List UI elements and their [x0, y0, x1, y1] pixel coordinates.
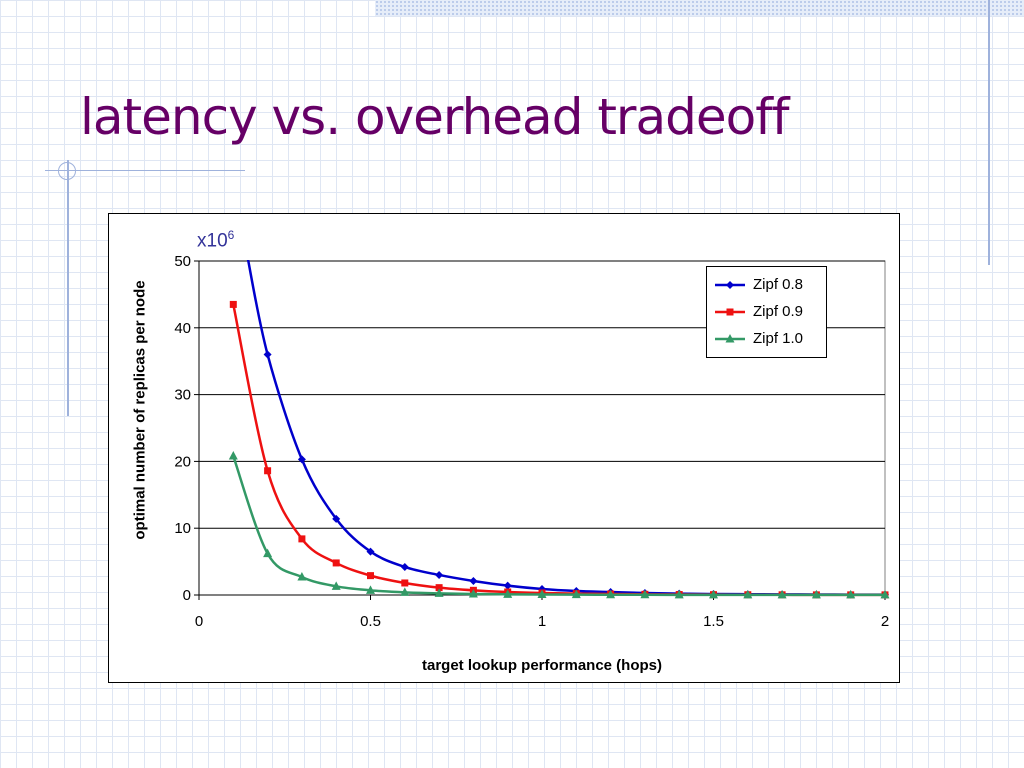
- data-point-zipf-1-0-10: [571, 589, 581, 599]
- x-tick-label-4: 2: [881, 613, 889, 630]
- legend-label-zipf-1-0: Zipf 1.0: [753, 330, 804, 347]
- x-tick-label-3: 1.5: [703, 613, 724, 630]
- decorative-right-line: [988, 0, 990, 265]
- x-tick-label-1: 0.5: [360, 613, 381, 630]
- y-tick-label-5: 50: [174, 253, 191, 270]
- data-point-zipf-1-0-2: [297, 571, 307, 581]
- legend-marker-2: [725, 334, 735, 343]
- x-tick-label-0: 0: [195, 613, 203, 630]
- data-point-zipf-1-0-19: [880, 589, 890, 599]
- legend-swatch-zipf-0-8: [715, 281, 745, 289]
- legend-item-zipf-0-9: Zipf 0.9: [713, 300, 825, 324]
- slide-title: latency vs. overhead tradeoff: [80, 88, 789, 146]
- legend-marker-1: [726, 308, 734, 316]
- data-point-zipf-1-0-3: [331, 581, 341, 590]
- data-point-zipf-1-0-9: [537, 589, 547, 599]
- data-point-zipf-1-0-4: [366, 585, 375, 594]
- data-point-zipf-0-8-3: [332, 514, 341, 523]
- data-point-zipf-1-0-1: [263, 548, 273, 558]
- series-group: [228, 260, 890, 599]
- y-tick-label-3: 30: [174, 387, 191, 404]
- data-point-zipf-0-8-4: [366, 547, 375, 556]
- y-multiplier-exponent: 6: [227, 228, 235, 242]
- data-point-zipf-1-0-18: [846, 589, 856, 599]
- data-point-zipf-1-0-15: [743, 589, 753, 599]
- chart-legend: Zipf 0.8 Zipf 0.9 Zipf 1.0: [706, 266, 827, 358]
- y-tick-label-2: 20: [174, 453, 191, 470]
- data-point-zipf-1-0-11: [606, 589, 616, 599]
- data-point-zipf-0-8-1: [263, 350, 272, 359]
- data-point-zipf-0-9-1: [264, 467, 272, 475]
- x-tick-label-2: 1: [538, 613, 546, 630]
- chart-frame: 0 10 20 30 40 50 0 0.5 1 1.5 2 x106 optimal number…: [108, 213, 900, 683]
- data-point-zipf-0-9-4: [367, 572, 374, 580]
- data-point-zipf-1-0-14: [709, 589, 718, 599]
- y-tick-label-4: 40: [174, 320, 191, 337]
- decorative-left-line: [67, 160, 69, 416]
- decorative-ring: [58, 162, 76, 180]
- decorative-title-underline: [45, 170, 245, 171]
- data-point-zipf-1-0-16: [777, 589, 787, 599]
- x-axis-label: target lookup performance (hops): [421, 657, 663, 674]
- data-point-zipf-0-9-5: [401, 579, 409, 587]
- y-axis-label: optimal number of replicas per node: [132, 280, 149, 539]
- legend-label-zipf-0-9: Zipf 0.9: [753, 303, 804, 320]
- y-multiplier-base: x10: [197, 230, 228, 252]
- data-point-zipf-0-9-0: [229, 300, 237, 308]
- data-point-zipf-1-0-17: [811, 589, 821, 599]
- data-point-zipf-0-9-6: [435, 584, 443, 592]
- legend-marker-0: [726, 281, 734, 289]
- data-point-zipf-1-0-7: [468, 588, 478, 598]
- data-point-zipf-0-8-2: [297, 455, 306, 464]
- y-tick-label-1: 10: [174, 520, 191, 537]
- data-point-zipf-1-0-0: [228, 451, 238, 460]
- y-tick-label-0: 0: [183, 587, 191, 604]
- y-axis-label-text: optimal number of replicas per node: [131, 280, 149, 540]
- data-point-zipf-0-8-8: [503, 581, 512, 590]
- data-point-zipf-0-8-5: [400, 562, 409, 571]
- legend-swatch-zipf-1-0: [715, 334, 745, 343]
- data-point-zipf-1-0-6: [434, 588, 444, 597]
- data-point-zipf-0-9-3: [332, 559, 340, 567]
- legend-item-zipf-0-8: Zipf 0.8: [713, 273, 825, 297]
- data-point-zipf-1-0-12: [640, 589, 650, 599]
- data-point-zipf-0-8-6: [435, 570, 444, 579]
- data-point-zipf-1-0-5: [400, 587, 410, 596]
- decorative-top-bar: [375, 0, 1024, 16]
- data-point-zipf-0-8-7: [469, 576, 478, 585]
- data-point-zipf-0-8-9: [538, 584, 546, 593]
- y-axis-multiplier: x106: [197, 228, 234, 252]
- legend-label-zipf-0-8: Zipf 0.8: [753, 276, 804, 293]
- data-point-zipf-1-0-8: [503, 589, 513, 598]
- legend-swatch-zipf-0-9: [715, 308, 745, 316]
- data-point-zipf-1-0-13: [674, 589, 684, 599]
- legend-item-zipf-1-0: Zipf 1.0: [713, 327, 825, 351]
- data-point-zipf-0-9-2: [298, 535, 306, 543]
